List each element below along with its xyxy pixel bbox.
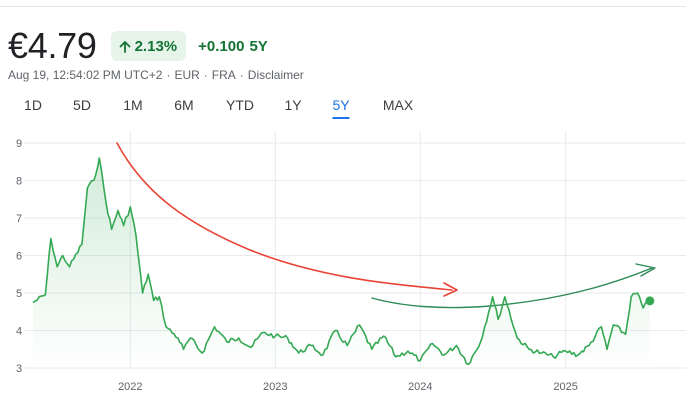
quote-meta: Aug 19, 12:54:02 PM UTC+2 · EUR · FRA · …	[8, 68, 304, 82]
meta-separator: ·	[239, 68, 244, 82]
range-tab-1m[interactable]: 1M	[123, 97, 143, 113]
current-price: €4.79	[8, 25, 97, 66]
y-tick-label: 5	[16, 288, 22, 300]
red-annotation-arrow	[116, 142, 453, 291]
range-tab-5y[interactable]: 5Y	[332, 96, 350, 119]
y-tick-label: 7	[16, 213, 22, 225]
quote-header: €4.79 2.13% +0.100 5Y	[8, 26, 268, 66]
y-tick-label: 9	[16, 138, 22, 150]
green-annotation-arrowhead	[635, 263, 656, 277]
range-tab-ytd[interactable]: YTD	[226, 97, 254, 113]
y-tick-label: 4	[16, 326, 22, 338]
price-area-fill	[33, 158, 650, 368]
disclaimer-link[interactable]: Disclaimer	[247, 68, 304, 82]
x-tick-label: 2023	[263, 381, 287, 393]
y-tick-label: 8	[16, 176, 22, 188]
percent-change-badge: 2.13%	[110, 31, 187, 61]
arrow-up-icon	[119, 40, 130, 53]
x-tick-label: 2025	[553, 381, 577, 393]
range-tab-1d[interactable]: 1D	[24, 97, 42, 113]
y-tick-label: 6	[16, 251, 22, 263]
absolute-change: +0.100 5Y	[198, 38, 268, 55]
absolute-change-value: +0.100	[198, 37, 245, 55]
percent-change-value: 2.13%	[134, 37, 178, 55]
meta-separator: ·	[203, 68, 208, 82]
green-annotation-arrow	[371, 267, 653, 309]
range-tab-6m[interactable]: 6M	[174, 97, 194, 113]
x-tick-label: 2022	[118, 381, 142, 393]
red-annotation-arrowhead	[443, 282, 458, 297]
y-tick-label: 3	[16, 363, 22, 375]
absolute-change-period: 5Y	[249, 37, 268, 55]
x-tick-label: 2024	[408, 381, 432, 393]
quote-timestamp: Aug 19, 12:54:02 PM UTC+2	[8, 68, 163, 82]
quote-exchange: FRA	[211, 68, 236, 82]
meta-separator: ·	[166, 68, 171, 82]
current-price-dot	[645, 296, 655, 306]
quote-currency: EUR	[174, 68, 200, 82]
range-tab-1y[interactable]: 1Y	[284, 97, 302, 113]
range-tab-max[interactable]: MAX	[382, 97, 414, 113]
range-selector: 1D 5D 1M 6M YTD 1Y 5Y MAX	[0, 96, 440, 119]
top-divider	[0, 6, 686, 7]
range-tab-5d[interactable]: 5D	[73, 97, 91, 113]
